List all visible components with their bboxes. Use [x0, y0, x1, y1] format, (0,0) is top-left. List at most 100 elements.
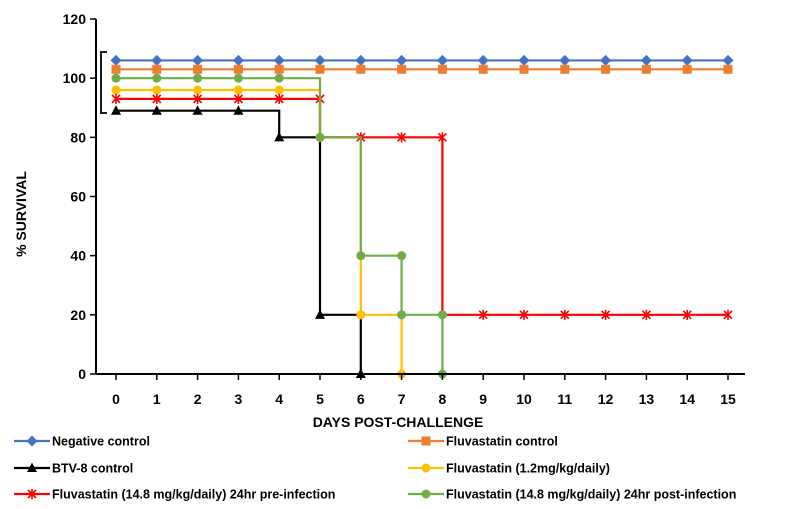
series-fluvastatin-1-2mg-kg-daily — [111, 85, 407, 379]
series-negative-control-point — [232, 54, 244, 66]
series-negative-control-point — [192, 54, 204, 66]
legend-label: Negative control — [52, 435, 150, 449]
series-fluvastatin-control-point — [601, 64, 611, 74]
x-tick-label: 7 — [398, 391, 406, 407]
legend-item: Fluvastatin (14.8 mg/kg/daily) 24hr post… — [408, 488, 736, 502]
series-fluvastatin-1-2mg-kg-daily-point — [111, 85, 121, 95]
series-fluvastatin-14-8-mg-kg-daily-24hr-pre-infection-point — [437, 132, 447, 143]
plot-area — [110, 54, 734, 379]
series-negative-control-point — [151, 54, 163, 66]
y-tick-label: 120 — [63, 11, 87, 27]
series-btv-8-control-point — [233, 105, 244, 115]
series-btv-8-control-line — [116, 109, 362, 374]
x-tick-label: 8 — [439, 391, 447, 407]
series-fluvastatin-control-point — [397, 64, 407, 74]
series-fluvastatin-control-point — [723, 64, 733, 74]
x-ticks: 0 1 2 3 4 5 6 7 8 9 10 11 12 13 14 15 — [112, 374, 736, 407]
y-tick-label: 0 — [78, 366, 86, 382]
y-ticks: 0 20 40 60 80 100 120 — [63, 11, 96, 382]
series-fluvastatin-14-8-mg-kg-daily-24hr-post-infection — [111, 73, 447, 379]
series-negative-control-point — [518, 54, 530, 66]
legend-label: Fluvastatin (14.8 mg/kg/daily) 24hr post… — [446, 488, 736, 502]
series-fluvastatin-14-8-mg-kg-daily-24hr-post-infection-point — [356, 251, 366, 261]
series-fluvastatin-1-2mg-kg-daily-point — [233, 85, 243, 95]
x-tick-label: 12 — [598, 391, 614, 407]
series-fluvastatin-14-8-mg-kg-daily-24hr-pre-infection-point — [641, 309, 651, 320]
y-tick-label: 40 — [70, 248, 86, 264]
series-fluvastatin-control-point — [111, 64, 121, 74]
series-negative-control-point — [477, 54, 489, 66]
series-fluvastatin-1-2mg-kg-daily-point — [274, 85, 284, 95]
series-fluvastatin-control-point — [437, 64, 447, 74]
series-fluvastatin-control-point — [478, 64, 488, 74]
x-tick-label: 4 — [275, 391, 283, 407]
series-negative-control-point — [559, 54, 571, 66]
series-fluvastatin-14-8-mg-kg-daily-24hr-pre-infection-point — [519, 309, 529, 320]
series-btv-8-control-point — [315, 309, 325, 319]
legend-item: Negative control — [14, 435, 150, 449]
y-tick-label: 80 — [70, 129, 86, 145]
series-negative-control-point — [396, 54, 408, 66]
x-tick-label: 6 — [357, 391, 365, 407]
series-fluvastatin-control-point — [274, 64, 284, 74]
series-fluvastatin-14-8-mg-kg-daily-24hr-post-infection-point — [193, 73, 203, 83]
series-btv-8-control-point — [151, 105, 162, 115]
series-negative-control-point — [273, 54, 285, 66]
x-tick-label: 5 — [316, 391, 324, 407]
legend-point — [421, 463, 431, 473]
series-fluvastatin-control-point — [315, 64, 325, 74]
series-fluvastatin-1-2mg-kg-daily-point — [152, 85, 162, 95]
x-tick-label: 14 — [679, 391, 695, 407]
legend-point — [421, 489, 431, 499]
series-btv-8-control-point — [111, 105, 121, 115]
x-tick-label: 10 — [516, 391, 532, 407]
series-fluvastatin-control-point — [356, 64, 366, 74]
legend-label: Fluvastatin (1.2mg/kg/daily) — [446, 462, 610, 476]
legend-item: BTV-8 control — [14, 462, 133, 476]
series-fluvastatin-14-8-mg-kg-daily-24hr-post-infection-point — [233, 73, 243, 83]
series-fluvastatin-14-8-mg-kg-daily-24hr-pre-infection-point — [111, 93, 121, 104]
x-tick-label: 11 — [557, 391, 572, 407]
x-tick-label: 15 — [720, 391, 736, 407]
legend-item: Fluvastatin control — [408, 435, 558, 449]
legend: Negative control Fluvastatin control BTV-8… — [14, 435, 736, 502]
series-fluvastatin-14-8-mg-kg-daily-24hr-pre-infection-point — [723, 309, 733, 320]
series-fluvastatin-14-8-mg-kg-daily-24hr-pre-infection-point — [397, 132, 407, 143]
series-negative-control-point — [314, 54, 326, 66]
series-fluvastatin-control-point — [641, 64, 651, 74]
group-bracket — [100, 51, 107, 114]
series-negative-control-point — [436, 54, 448, 66]
series-fluvastatin-14-8-mg-kg-daily-24hr-pre-infection-point — [152, 93, 162, 104]
legend-point — [26, 435, 38, 447]
series-fluvastatin-1-2mg-kg-daily-line — [116, 88, 403, 374]
series-negative-control-point — [722, 54, 734, 66]
series-fluvastatin-14-8-mg-kg-daily-24hr-post-infection-point — [397, 310, 407, 320]
series-fluvastatin-14-8-mg-kg-daily-24hr-post-infection-point — [274, 73, 284, 83]
x-tick-label: 13 — [639, 391, 655, 407]
x-tick-label: 3 — [235, 391, 243, 407]
series-negative-control-point — [640, 54, 652, 66]
series-fluvastatin-14-8-mg-kg-daily-24hr-pre-infection-point — [193, 93, 203, 104]
series-fluvastatin-control-point — [560, 64, 570, 74]
y-axis-title: % SURVIVAL — [13, 171, 29, 257]
x-tick-label: 0 — [112, 391, 120, 407]
series-fluvastatin-14-8-mg-kg-daily-24hr-pre-infection — [111, 93, 733, 320]
series-negative-control-point — [110, 54, 122, 66]
series-fluvastatin-14-8-mg-kg-daily-24hr-post-infection-point — [397, 251, 407, 261]
series-negative-control-point — [681, 54, 693, 66]
series-fluvastatin-14-8-mg-kg-daily-24hr-post-infection-point — [437, 310, 447, 320]
x-tick-label: 1 — [153, 391, 161, 407]
series-fluvastatin-1-2mg-kg-daily-point — [193, 85, 203, 95]
legend-label: Fluvastatin (14.8 mg/kg/daily) 24hr pre-… — [52, 488, 335, 502]
y-tick-label: 60 — [70, 189, 86, 205]
legend-label: Fluvastatin control — [446, 435, 558, 449]
series-fluvastatin-14-8-mg-kg-daily-24hr-post-infection-point — [315, 132, 325, 142]
series-fluvastatin-control-point — [519, 64, 529, 74]
series-fluvastatin-14-8-mg-kg-daily-24hr-pre-infection-point — [601, 309, 611, 320]
legend-item: Fluvastatin (1.2mg/kg/daily) — [408, 462, 610, 476]
series-btv-8-control-point — [192, 105, 203, 115]
y-tick-label: 100 — [63, 70, 87, 86]
series-fluvastatin-control-point — [193, 64, 203, 74]
series-fluvastatin-control-point — [682, 64, 692, 74]
legend-point — [27, 462, 37, 472]
